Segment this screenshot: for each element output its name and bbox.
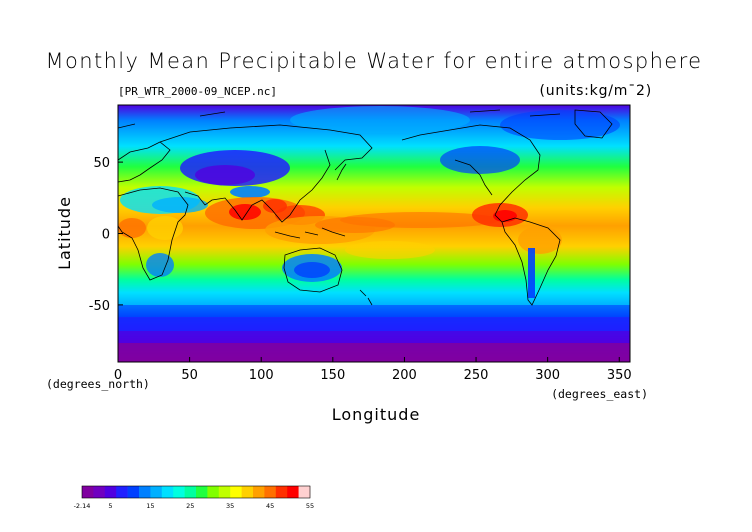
colorbar-cell: [218, 486, 231, 498]
colorbar-cell: [116, 486, 128, 498]
colorbar-frame: [81, 485, 311, 499]
colorbar-cell: [298, 486, 311, 498]
precip-field: [118, 105, 630, 362]
y-tick-label: 0: [102, 228, 110, 243]
colorbar-cells: [82, 486, 311, 498]
colorbar-tick-label: 15: [146, 502, 154, 510]
x-ticks: [117, 357, 620, 362]
colorbar-tick-label: 35: [226, 502, 234, 510]
x-tick-label: 250: [464, 368, 489, 383]
x-axis-unit-note: (degrees_east): [551, 387, 648, 401]
coastlines: [118, 109, 613, 306]
colorbar-cell: [287, 486, 299, 498]
colorbar-cell: [253, 486, 265, 498]
x-tick-label: 150: [320, 368, 345, 383]
y-tick-label: 50: [93, 156, 110, 171]
colorbar-tick-label: 55: [306, 502, 314, 510]
map-panel: [117, 104, 631, 363]
x-tick-labels: 0 50 100 150 200 250 300 350: [114, 368, 632, 383]
x-axis-label: Longitude: [332, 405, 421, 424]
chart-title: Monthly Mean Precipitable Water for enti…: [45, 49, 702, 73]
units-label: (units:kg/m¯2): [539, 83, 652, 99]
colorbar-tick-label: 25: [186, 502, 194, 510]
colorbar-cell: [161, 486, 174, 498]
y-axis-label: Latitude: [55, 196, 74, 270]
colorbar-cell: [275, 486, 288, 498]
colorbar-tick-label: -2.14: [74, 502, 91, 510]
colorbar-tick-label: 45: [266, 502, 274, 510]
x-tick-label: 50: [181, 368, 198, 383]
colorbar-cell: [184, 486, 197, 498]
x-tick-label: 0: [114, 368, 122, 383]
colorbar-cell: [93, 486, 106, 498]
colorbar-cell: [104, 486, 117, 498]
x-tick-label: 350: [607, 368, 632, 383]
x-tick-label: 300: [535, 368, 560, 383]
x-tick-label: 100: [249, 368, 274, 383]
colorbar-tick-labels: -2.14 5 15 25 35 45 55: [74, 502, 315, 510]
y-tick-labels: 50 0 -50: [89, 156, 110, 314]
colorbar-cell: [150, 486, 163, 498]
colorbar-cell: [127, 486, 140, 498]
colorbar-cell: [139, 486, 151, 498]
colorbar-cell: [241, 486, 254, 498]
y-tick-label: -50: [89, 299, 110, 314]
colorbar-tick-label: 5: [108, 502, 112, 510]
y-axis-unit-note: (degrees_north): [46, 377, 150, 391]
x-tick-label: 200: [392, 368, 417, 383]
colorbar-cell: [196, 486, 208, 498]
colorbar-cell: [207, 486, 220, 498]
file-label: [PR_WTR_2000-09_NCEP.nc]: [118, 85, 277, 98]
colorbar-cell: [82, 486, 94, 498]
colorbar-cell: [173, 486, 185, 498]
colorbar-cell: [230, 486, 242, 498]
colorbar-cell: [264, 486, 277, 498]
colorbar: -2.14 5 15 25 35 45 55: [74, 485, 315, 510]
y-ticks: [118, 161, 123, 306]
